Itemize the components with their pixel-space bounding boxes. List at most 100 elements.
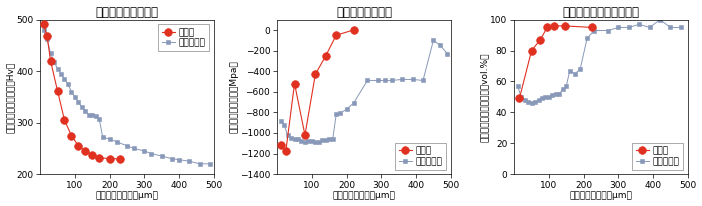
微粒子	[277, 144, 285, 146]
ショット材	[53, 67, 62, 70]
ショット材	[140, 150, 149, 152]
Title: オーステナイト量の分布: オーステナイト量の分布	[562, 6, 640, 19]
ショット材	[71, 96, 79, 98]
ショット材	[130, 147, 138, 150]
ショット材	[46, 52, 55, 54]
ショット材	[304, 140, 312, 142]
微粒子	[515, 97, 524, 100]
Line: 微粒子: 微粒子	[277, 26, 357, 155]
ショット材	[280, 123, 289, 126]
ショット材	[380, 79, 389, 82]
ショット材	[614, 26, 623, 29]
ショット材	[60, 78, 69, 80]
ショット材	[604, 29, 612, 32]
ショット材	[350, 102, 358, 104]
ショット材	[336, 112, 344, 115]
ショット材	[531, 100, 539, 103]
X-axis label: 表面からの深さ（μm）: 表面からの深さ（μm）	[333, 191, 395, 200]
ショット材	[656, 19, 664, 21]
ショット材	[105, 138, 114, 140]
ショット材	[123, 145, 131, 147]
ショット材	[291, 138, 299, 140]
ショット材	[284, 134, 292, 136]
ショット材	[287, 137, 296, 139]
ショット材	[388, 79, 396, 82]
Y-axis label: オーステナイト量分布（vol.%）: オーステナイト量分布（vol.%）	[479, 52, 489, 142]
X-axis label: 表面からの深さ（μm）: 表面からの深さ（μm）	[569, 191, 633, 200]
ショット材	[329, 138, 337, 140]
微粒子	[105, 157, 114, 160]
ショット材	[559, 88, 567, 90]
ショット材	[157, 155, 166, 157]
ショット材	[81, 110, 89, 112]
ショット材	[57, 73, 65, 75]
ショット材	[562, 85, 571, 87]
ショット材	[373, 79, 382, 82]
微粒子	[543, 26, 551, 29]
ショット材	[541, 96, 550, 98]
ショット材	[168, 157, 176, 160]
微粒子	[43, 35, 51, 37]
ショット材	[322, 139, 330, 141]
Line: 微粒子: 微粒子	[515, 22, 596, 102]
Title: 残留圧縮応力分布: 残留圧縮応力分布	[336, 6, 392, 19]
ショット材	[566, 69, 574, 72]
ショット材	[50, 61, 58, 63]
ショット材	[311, 141, 319, 143]
ショット材	[576, 68, 584, 70]
Legend: 微粒子, ショット材: 微粒子, ショット材	[632, 143, 683, 170]
微粒子	[550, 25, 558, 27]
Y-axis label: 残留圧縮応力分布（Mpa）: 残留圧縮応力分布（Mpa）	[230, 61, 239, 133]
微粒子	[39, 23, 48, 25]
微粒子	[46, 60, 55, 62]
ショット材	[552, 92, 560, 95]
微粒子	[74, 145, 83, 147]
ショット材	[363, 79, 371, 82]
微粒子	[536, 39, 545, 41]
ショット材	[571, 73, 579, 75]
微粒子	[588, 26, 597, 29]
ショット材	[84, 114, 93, 116]
Legend: 微粒子, ショット材: 微粒子, ショット材	[395, 143, 446, 170]
ショット材	[314, 141, 323, 143]
微粒子	[95, 156, 103, 159]
微粒子	[116, 157, 124, 160]
ショット材	[64, 83, 72, 85]
ショット材	[534, 99, 543, 101]
Legend: 微粒子, ショット材: 微粒子, ショット材	[158, 24, 209, 51]
微粒子	[350, 29, 358, 31]
ショット材	[545, 96, 553, 98]
ショット材	[548, 94, 557, 97]
ショット材	[147, 152, 155, 155]
ショット材	[513, 85, 522, 87]
微粒子	[291, 82, 299, 85]
ショット材	[300, 141, 309, 143]
ショット材	[645, 26, 654, 29]
Line: 微粒子: 微粒子	[40, 20, 124, 163]
微粒子	[88, 153, 96, 156]
ショット材	[297, 140, 305, 142]
ショット材	[74, 101, 83, 103]
ショット材	[677, 26, 685, 29]
微粒子	[322, 55, 330, 57]
ショット材	[112, 140, 121, 143]
ショット材	[39, 29, 48, 31]
ショット材	[325, 138, 333, 140]
微粒子	[60, 119, 69, 121]
Title: ビッカース硬さ分布: ビッカース硬さ分布	[95, 6, 159, 19]
ショット材	[555, 92, 564, 95]
ショット材	[307, 140, 316, 142]
ショット材	[429, 39, 437, 42]
ショット材	[185, 160, 194, 163]
ショット材	[294, 138, 303, 140]
ショット材	[91, 115, 100, 118]
ショット材	[635, 23, 644, 26]
微粒子	[282, 150, 290, 152]
ショット材	[206, 163, 215, 165]
ショット材	[98, 136, 107, 138]
微粒子	[53, 89, 62, 92]
ショット材	[277, 119, 285, 122]
Line: ショット材: ショット材	[41, 28, 213, 166]
微粒子	[311, 73, 319, 76]
ショット材	[196, 163, 204, 165]
